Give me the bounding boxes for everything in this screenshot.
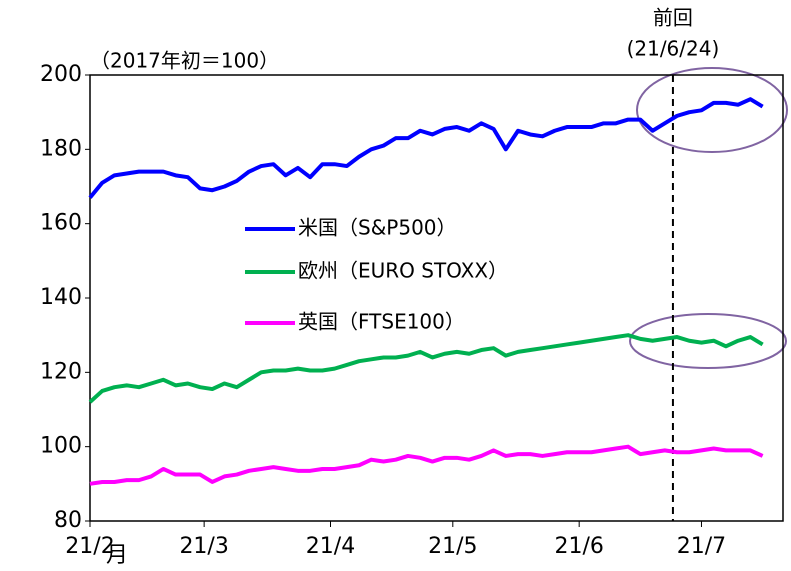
x-axis-label: 月 (106, 543, 128, 568)
x-tick-label: 21/5 (428, 534, 477, 559)
x-tick-label: 21/6 (554, 534, 603, 559)
annotation-label: 前回 (653, 6, 693, 30)
y-tick-label: 80 (54, 508, 82, 533)
y-tick-label: 100 (40, 434, 82, 459)
y-tick-label: 120 (40, 359, 82, 384)
legend-label: 英国（FTSE100） (298, 310, 465, 334)
series-line (88, 333, 764, 404)
y-tick-label: 200 (40, 62, 82, 87)
series-line (88, 97, 764, 199)
legend-label: 欧州（EURO STOXX） (298, 259, 508, 283)
legend-label: 米国（S&P500） (298, 216, 457, 240)
y-tick-label: 140 (40, 285, 82, 310)
x-tick-label: 21/7 (677, 534, 726, 559)
x-tick-label: 21/3 (179, 534, 228, 559)
x-tick-label: 21/4 (306, 534, 355, 559)
chart-subtitle: （2017年初＝100） (90, 49, 279, 73)
y-tick-label: 180 (40, 136, 82, 161)
annotation-sublabel: (21/6/24) (627, 37, 720, 61)
highlight-ellipse (636, 67, 788, 153)
x-tick-label: 21/2 (65, 534, 114, 559)
y-tick-label: 160 (40, 211, 82, 236)
series-line (89, 444, 764, 486)
highlight-ellipse (629, 313, 787, 369)
